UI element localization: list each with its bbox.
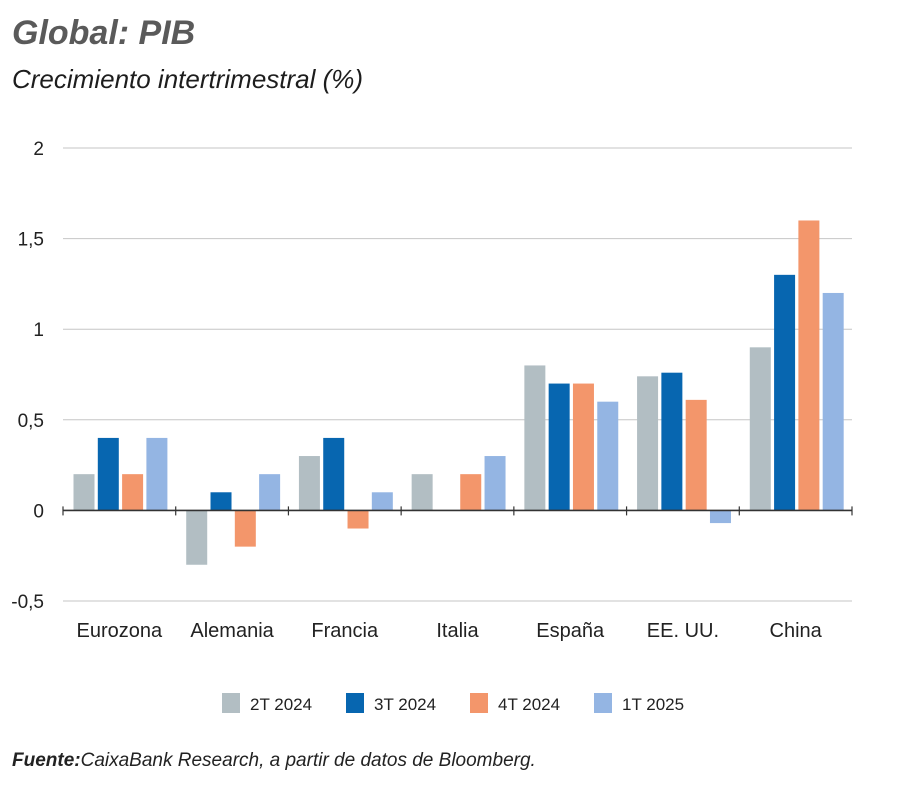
bar <box>774 274 796 511</box>
y-tick-label: 2 <box>33 139 44 160</box>
y-tick-label: 1,5 <box>18 230 44 251</box>
legend-label: 4T 2024 <box>498 695 560 714</box>
y-tick-label: 0 <box>33 501 44 522</box>
y-tick-label: -0,5 <box>11 592 44 613</box>
bar <box>347 510 369 529</box>
y-tick-label: 1 <box>33 320 44 341</box>
bar <box>210 492 232 511</box>
chart-title: Global: PIB <box>12 14 196 52</box>
bar <box>411 474 433 511</box>
legend-label: 2T 2024 <box>250 695 312 714</box>
bar <box>259 474 281 511</box>
source-label: Fuente: <box>12 750 81 771</box>
x-tick-label: Alemania <box>190 620 274 642</box>
x-tick-label: Italia <box>436 620 479 642</box>
bar <box>371 492 393 511</box>
bar <box>524 365 546 511</box>
bar <box>822 292 844 511</box>
bar <box>460 474 482 511</box>
bar <box>73 474 95 511</box>
bar <box>749 347 771 511</box>
bar <box>97 437 119 511</box>
legend-label: 1T 2025 <box>622 695 684 714</box>
legend-label: 3T 2024 <box>374 695 436 714</box>
bar <box>186 510 208 565</box>
bar <box>685 399 707 511</box>
bar <box>234 510 256 547</box>
x-tick-label: Francia <box>311 620 379 642</box>
bar <box>798 220 820 511</box>
source-text: CaixaBank Research, a partir de datos de… <box>80 750 536 771</box>
y-tick-label: 0,5 <box>18 411 44 432</box>
x-tick-label: Eurozona <box>77 620 163 642</box>
x-tick-label: EE. UU. <box>647 620 719 642</box>
bar <box>323 437 345 511</box>
bar <box>122 474 144 511</box>
bar <box>484 456 506 511</box>
source-note: Fuente:CaixaBank Research, a partir de d… <box>12 750 536 772</box>
bar <box>597 401 619 511</box>
legend-swatch <box>470 693 488 713</box>
bar <box>548 383 570 511</box>
legend-swatch <box>594 693 612 713</box>
bar <box>709 510 731 524</box>
bar <box>146 437 168 511</box>
bar <box>637 376 659 511</box>
legend-swatch <box>346 693 364 713</box>
chart-subtitle: Crecimiento intertrimestral (%) <box>12 64 364 94</box>
bar-chart: 2 1,5 1 0,5 0 -0,5 Eurozona Alemania Francia Ital… <box>11 139 853 714</box>
x-tick-label: China <box>770 620 823 642</box>
bar <box>298 456 320 511</box>
x-tick-label: España <box>536 620 605 642</box>
legend-swatch <box>222 693 240 713</box>
bar <box>572 383 594 511</box>
bar <box>661 372 683 511</box>
